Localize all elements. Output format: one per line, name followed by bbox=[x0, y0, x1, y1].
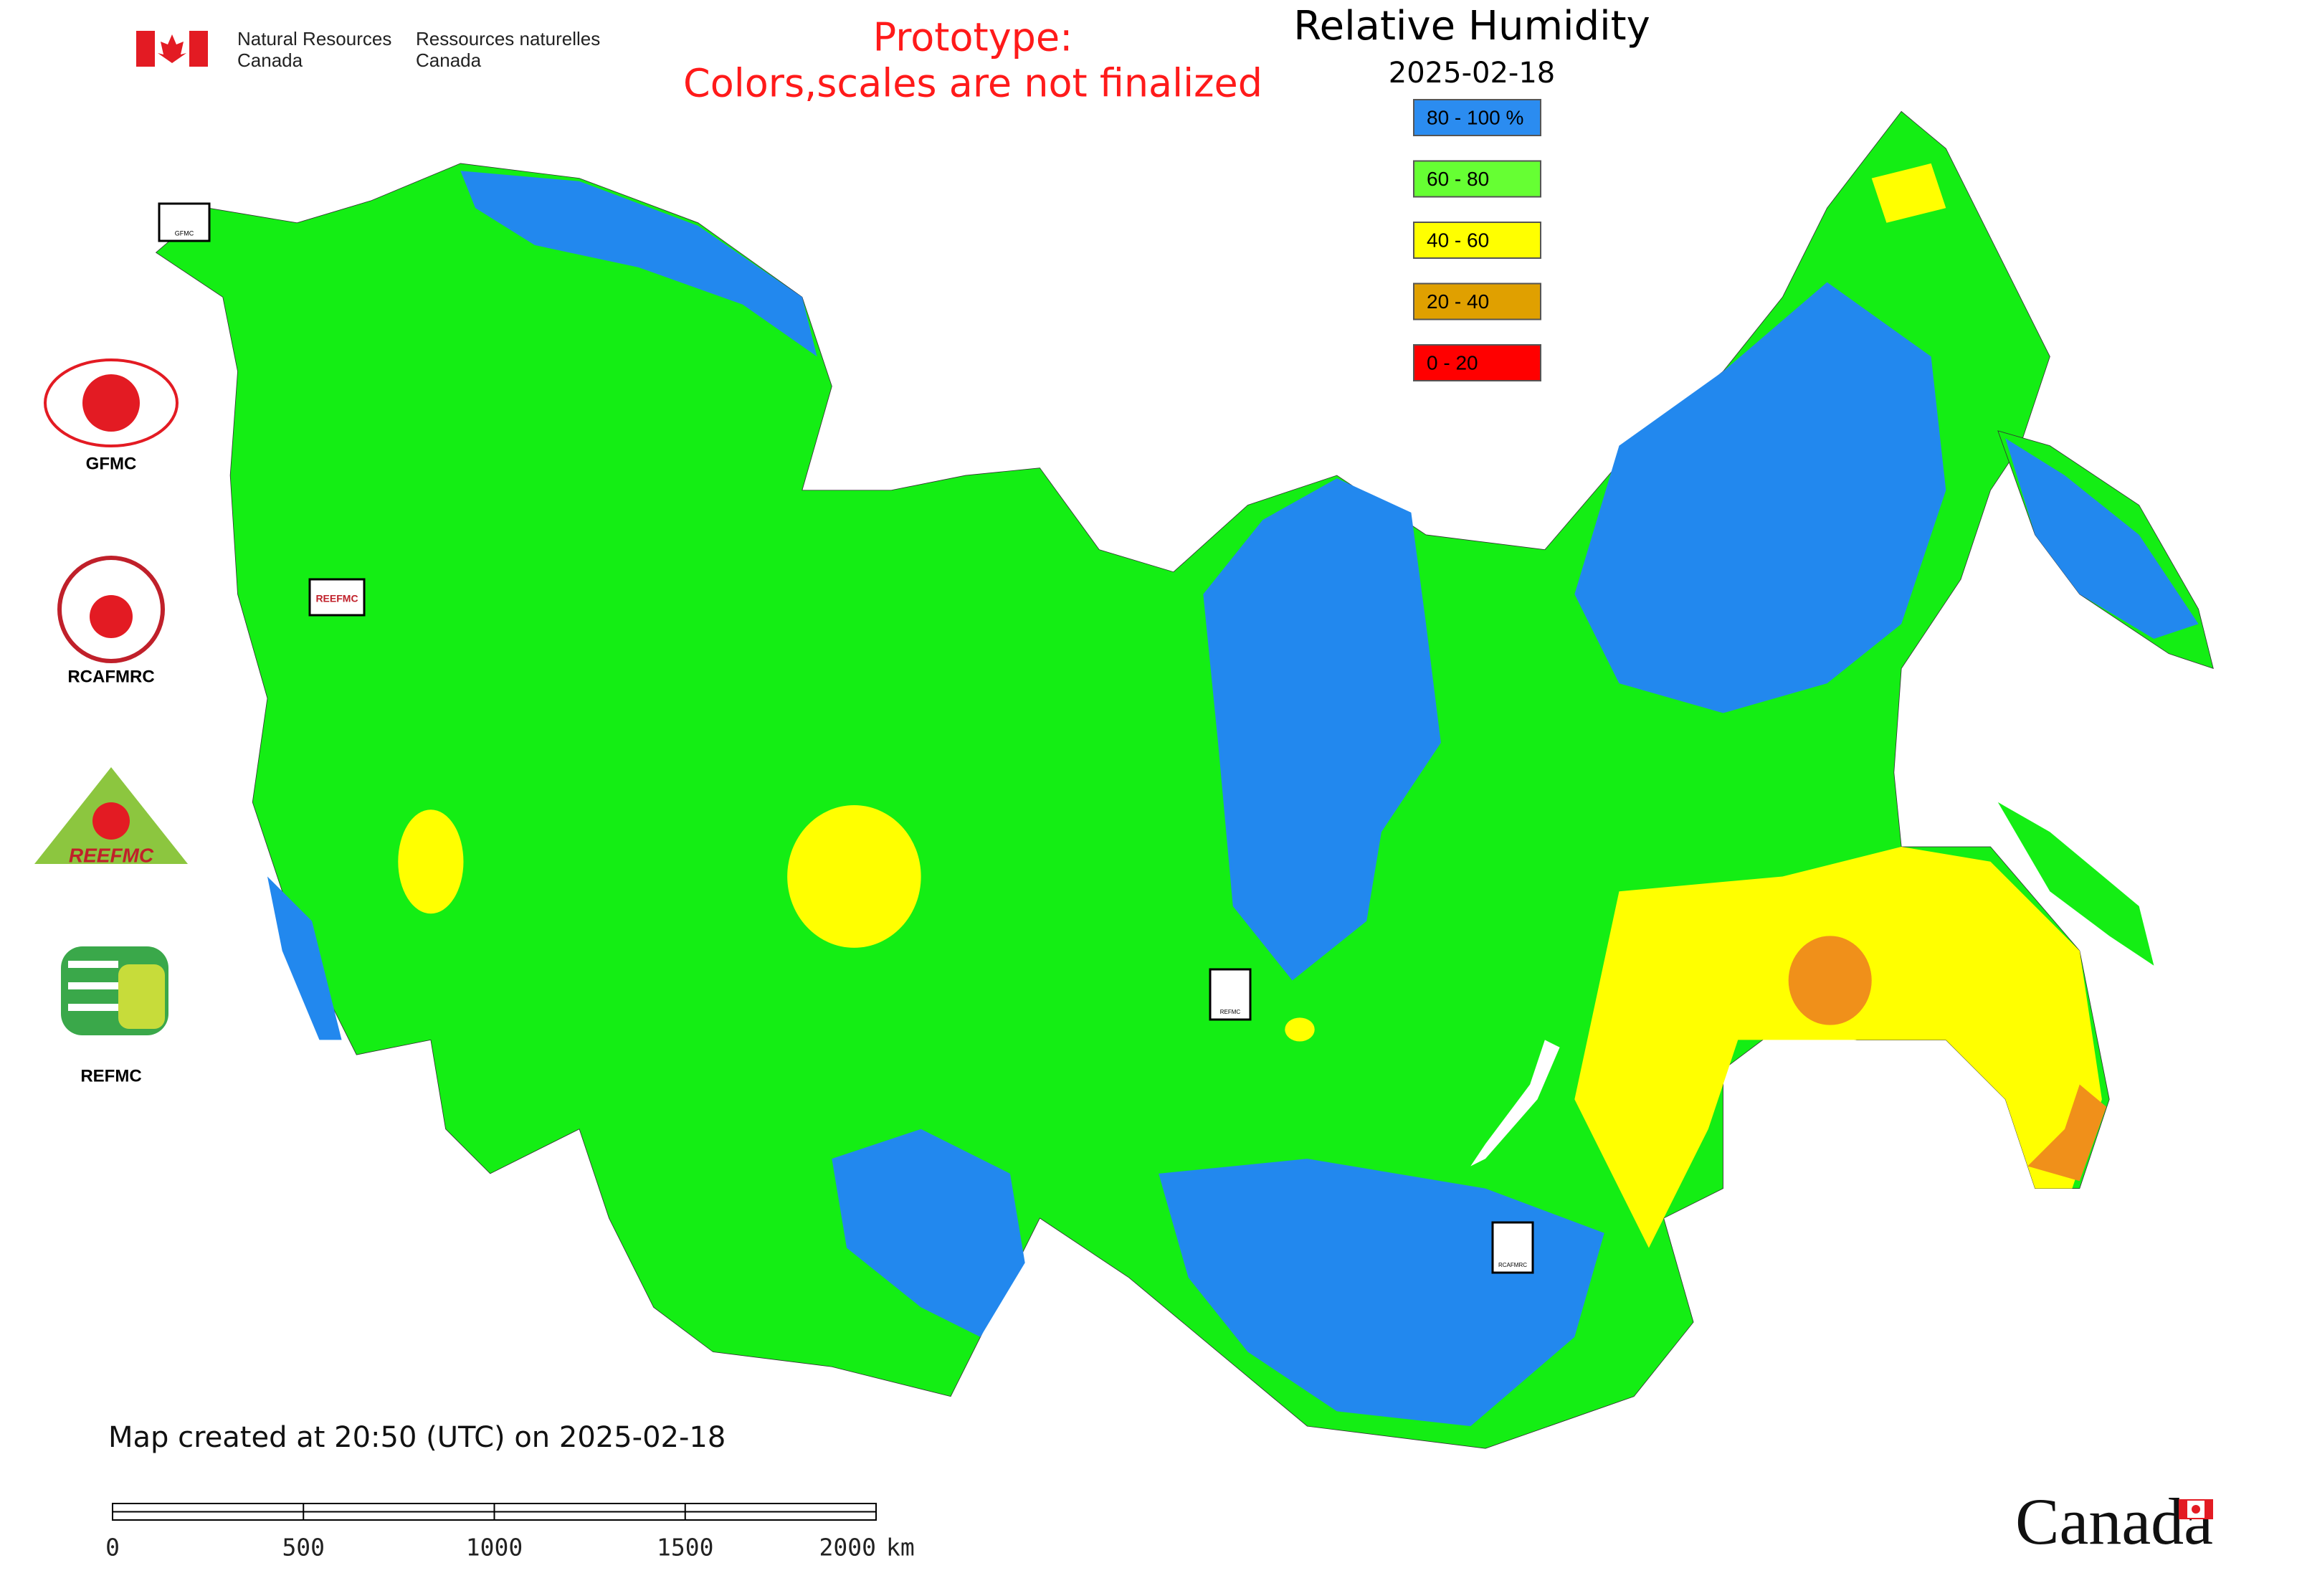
zone bbox=[787, 805, 921, 948]
marker-box bbox=[158, 202, 211, 242]
marker-label: GFMC bbox=[175, 229, 194, 237]
zone bbox=[1871, 163, 1946, 223]
legend-label: 0 - 20 bbox=[1427, 351, 1478, 374]
legend-swatch bbox=[1413, 99, 1541, 136]
agency-fr: Canada bbox=[416, 49, 482, 71]
logo-core bbox=[90, 595, 133, 638]
map-title: Relative Humidity bbox=[1293, 3, 1650, 49]
maple-leaf bbox=[158, 34, 186, 63]
zone bbox=[832, 1129, 1025, 1337]
map-date: 2025-02-18 bbox=[1389, 57, 1555, 90]
legend-swatch bbox=[1413, 160, 1541, 198]
wordmark-flag bbox=[2179, 1499, 2213, 1519]
map bbox=[155, 110, 2214, 1449]
legend-label: 80 - 100 % bbox=[1427, 106, 1523, 128]
flag-bar bbox=[2179, 1500, 2187, 1519]
logo-core bbox=[82, 374, 140, 432]
dry-zone bbox=[2027, 1084, 2107, 1182]
zone bbox=[2005, 438, 2199, 639]
zone bbox=[460, 171, 817, 357]
agency-en: Natural Resources bbox=[237, 28, 391, 49]
agency-fr: Ressources naturelles bbox=[416, 28, 600, 49]
zone bbox=[1574, 847, 2102, 1248]
flag-bar bbox=[2205, 1500, 2212, 1519]
flag-bar bbox=[136, 31, 155, 67]
legend-label: 20 - 40 bbox=[1427, 290, 1489, 313]
marker: REEFMC bbox=[308, 578, 366, 617]
logo-stripe bbox=[68, 961, 118, 968]
legend-label: 40 - 60 bbox=[1427, 229, 1489, 251]
legend-swatch bbox=[1413, 222, 1541, 259]
dry-zone bbox=[1788, 936, 1872, 1025]
lake-baikal bbox=[1470, 1040, 1560, 1167]
moderate-zones bbox=[398, 163, 2102, 1248]
logo-ring bbox=[44, 358, 179, 447]
zone bbox=[267, 876, 342, 1040]
scale-label: 2000 bbox=[819, 1534, 876, 1562]
logo-label: RCAFMRC bbox=[67, 667, 154, 686]
marker: RCAFMRC bbox=[1491, 1221, 1534, 1274]
marker: GFMC bbox=[158, 202, 211, 242]
zone bbox=[1285, 1017, 1315, 1042]
marker-box bbox=[1209, 968, 1252, 1021]
scale-label: 500 bbox=[282, 1534, 325, 1562]
marker-label: RCAFMRC bbox=[1498, 1262, 1527, 1268]
logo-gfmc bbox=[44, 358, 179, 447]
logo-reefmc bbox=[34, 767, 188, 864]
flag-bar bbox=[189, 31, 208, 67]
sakhalin bbox=[1997, 802, 2154, 966]
canada-flag bbox=[136, 31, 208, 67]
scale-label: 1500 bbox=[657, 1534, 713, 1562]
created-note: Map created at 20:50 (UTC) on 2025-02-18 bbox=[108, 1421, 726, 1454]
zone bbox=[398, 809, 464, 914]
scale-bar: 0 500 1000 1500 2000 km bbox=[105, 1503, 915, 1562]
marker-box bbox=[308, 578, 366, 617]
scale-unit: km bbox=[886, 1534, 915, 1562]
logo-panel bbox=[118, 964, 165, 1029]
legend-label: 60 - 80 bbox=[1427, 168, 1489, 190]
logo-label: REEFMC bbox=[69, 844, 154, 866]
legend-swatch bbox=[1413, 282, 1541, 320]
marker-label: REEFMC bbox=[315, 593, 358, 604]
marker-label: REFMC bbox=[1220, 1009, 1241, 1015]
legend: 80 - 100 % 60 - 80 40 - 60 20 - 40 0 - 20 bbox=[1413, 99, 1541, 381]
maple-leaf bbox=[2192, 1505, 2200, 1514]
zone bbox=[1203, 478, 1441, 981]
canada-wordmark: Canada bbox=[2015, 1485, 2213, 1558]
marker: REFMC bbox=[1209, 968, 1252, 1021]
logo-label: GFMC bbox=[86, 454, 137, 473]
logo-stripe bbox=[68, 982, 118, 989]
marker-box bbox=[1491, 1221, 1534, 1274]
agency-en: Canada bbox=[237, 49, 303, 71]
legend-swatch bbox=[1413, 344, 1541, 381]
logo-core bbox=[92, 802, 130, 840]
logo-stripe bbox=[68, 1004, 118, 1011]
notice: Prototype: bbox=[873, 15, 1073, 60]
scale-label: 0 bbox=[105, 1534, 120, 1562]
logo-label: REFMC bbox=[80, 1066, 141, 1086]
notice: Colors,scales are not finalized bbox=[683, 61, 1262, 106]
zone bbox=[1574, 282, 1946, 713]
scale-label: 1000 bbox=[466, 1534, 523, 1562]
logo-rcafmrc bbox=[57, 556, 165, 663]
logo-refmc bbox=[61, 946, 168, 1035]
